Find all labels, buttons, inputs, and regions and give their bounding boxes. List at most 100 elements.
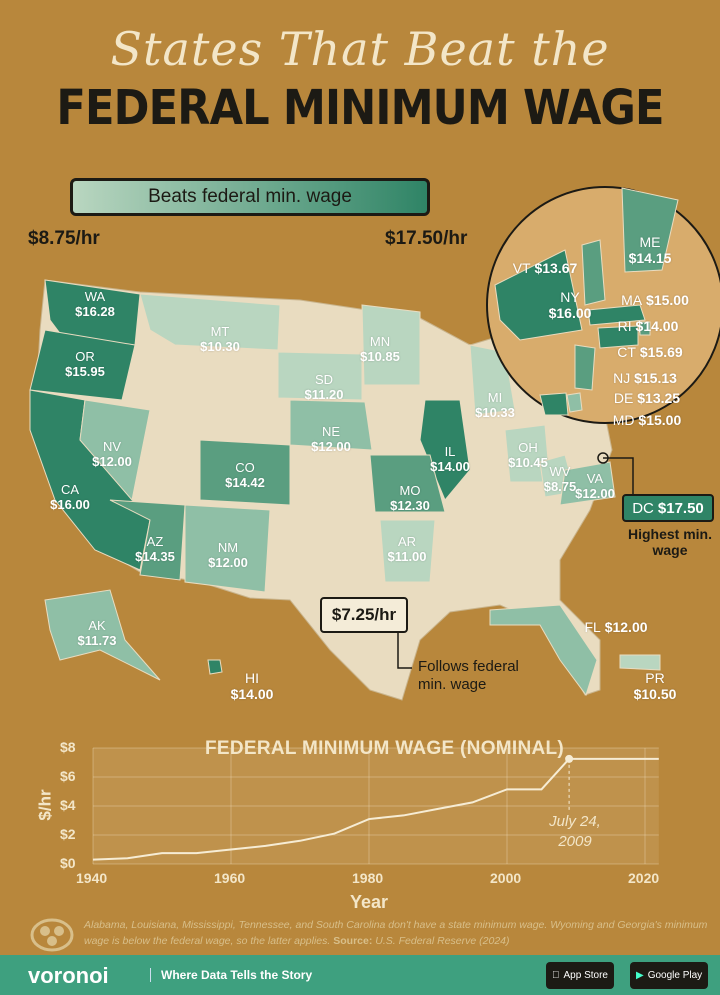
app-store-label: App Store: [556, 970, 608, 981]
state-label-wv: WV $8.75: [544, 464, 577, 495]
federal-leader-line: [397, 633, 412, 669]
state-abbr: NV: [102, 439, 122, 455]
state-label-ct: CT $15.69: [617, 344, 682, 360]
state-az: [109, 499, 186, 581]
state-abbr: OH: [518, 440, 538, 456]
state-label-hi: HI $14.00: [231, 670, 274, 702]
y-tick-label: $6: [60, 768, 76, 784]
state-nj: [574, 344, 596, 391]
state-label-vt: VT $13.67: [513, 260, 578, 276]
state-wage: $12.00: [604, 618, 648, 635]
state-wage: $16.00: [548, 305, 592, 321]
state-ct: [597, 325, 639, 349]
state-label-ny: NY $16.00: [549, 289, 592, 321]
state-nm: [184, 504, 271, 593]
state-il: [419, 399, 471, 501]
state-mt: [139, 293, 281, 351]
state-wage: $14.00: [430, 459, 470, 474]
app-store-button[interactable]: App Store: [546, 962, 614, 989]
state-label-mn: MN $10.85: [360, 334, 400, 365]
state-abbr: NM: [217, 540, 239, 556]
federal-wage-badge: $7.25/hr: [320, 597, 408, 633]
brand-logo[interactable]: voronoi: [28, 963, 109, 988]
state-abbr: NE: [321, 424, 341, 440]
state-abbr: CO: [235, 460, 255, 476]
state-de: [566, 392, 583, 413]
x-tick-label: 2020: [628, 870, 660, 886]
state-label-or: OR $15.95: [65, 349, 105, 380]
state-wage: $14.15: [628, 250, 672, 266]
state-abbr: VA: [586, 471, 604, 487]
state-abbr: AR: [397, 534, 417, 550]
x-tick-label: 1940: [76, 870, 108, 886]
federal-note: Follows federal min. wage: [418, 658, 519, 693]
state-wage: $12.00: [208, 555, 248, 570]
state-ne: [289, 399, 373, 451]
plot-area: [93, 748, 659, 864]
state-abbr: HI: [244, 669, 259, 686]
state-wage: $11.20: [304, 387, 344, 402]
state-wage: $14.35: [135, 549, 175, 564]
state-me: [621, 187, 679, 273]
state-wage: $15.13: [634, 369, 677, 386]
y-tick-label: $2: [60, 826, 76, 842]
state-md: [539, 392, 569, 416]
state-label-il: IL $14.00: [430, 444, 470, 475]
state-label-de: DE $13.25: [614, 390, 680, 406]
state-abbr: MA: [621, 291, 643, 308]
legend-max: $17.50/hr: [385, 228, 468, 249]
chart-title: FEDERAL MINIMUM WAGE (NOMINAL): [205, 738, 564, 760]
state-abbr: NY: [560, 288, 580, 305]
state-abbr: WV: [549, 464, 571, 480]
logo-mark-icon: [30, 918, 74, 952]
state-wage: $10.85: [360, 349, 400, 364]
state-nv: [79, 399, 151, 502]
google-play-button[interactable]: ▶ Google Play: [630, 962, 709, 989]
state-ak: [44, 589, 161, 681]
state-wage: $10.33: [475, 405, 515, 420]
wage-chart: [92, 747, 659, 865]
state-wage: $10.30: [200, 339, 240, 354]
apple-icon: : [552, 970, 560, 981]
legend-gradient: Beats federal min. wage: [70, 178, 430, 216]
state-abbr: FL: [584, 618, 601, 635]
state-abbr: WA: [84, 289, 106, 305]
dc-marker: [597, 452, 609, 464]
state-hi: [207, 659, 223, 675]
state-abbr: CT: [617, 343, 636, 360]
state-label-mo: MO $12.30: [390, 483, 430, 514]
state-label-sd: SD $11.20: [304, 372, 344, 403]
state-wage: $14.00: [230, 686, 274, 702]
x-tick-label: 1980: [352, 870, 384, 886]
y-axis-label: $/hr: [35, 789, 55, 821]
state-label-az: AZ $14.35: [135, 534, 175, 565]
tagline: Where Data Tells the Story: [150, 968, 312, 982]
state-abbr: DE: [613, 389, 634, 406]
state-ar: [379, 519, 436, 583]
x-tick-label: 1960: [214, 870, 246, 886]
title-script: States That Beat the: [110, 22, 610, 76]
state-label-mi: MI $10.33: [475, 390, 515, 421]
state-label-mt: MT $10.30: [200, 324, 240, 355]
state-label-pr: PR $10.50: [634, 670, 677, 702]
state-label-ca: CA $16.00: [50, 482, 90, 513]
state-abbr: AK: [88, 618, 106, 634]
state-va: [559, 461, 616, 506]
state-pr: [619, 654, 661, 671]
state-ma: [587, 304, 646, 326]
state-wage: $14.00: [635, 317, 679, 334]
state-wage: $16.00: [50, 497, 90, 512]
state-wage: $13.67: [534, 259, 578, 276]
google-play-label: Google Play: [647, 970, 703, 981]
state-fl: [489, 604, 598, 697]
page-title: FEDERAL MINIMUM WAGE: [56, 80, 664, 136]
state-wage: $11.00: [387, 549, 427, 564]
state-wage: $12.30: [390, 498, 430, 513]
state-abbr: MT: [210, 324, 230, 340]
state-label-md: MD $15.00: [613, 412, 682, 428]
state-abbr: AZ: [146, 534, 164, 550]
state-mn: [361, 304, 421, 386]
state-co: [199, 439, 291, 506]
state-label-ak: AK $11.73: [77, 618, 116, 649]
state-wage: $15.69: [639, 343, 683, 360]
